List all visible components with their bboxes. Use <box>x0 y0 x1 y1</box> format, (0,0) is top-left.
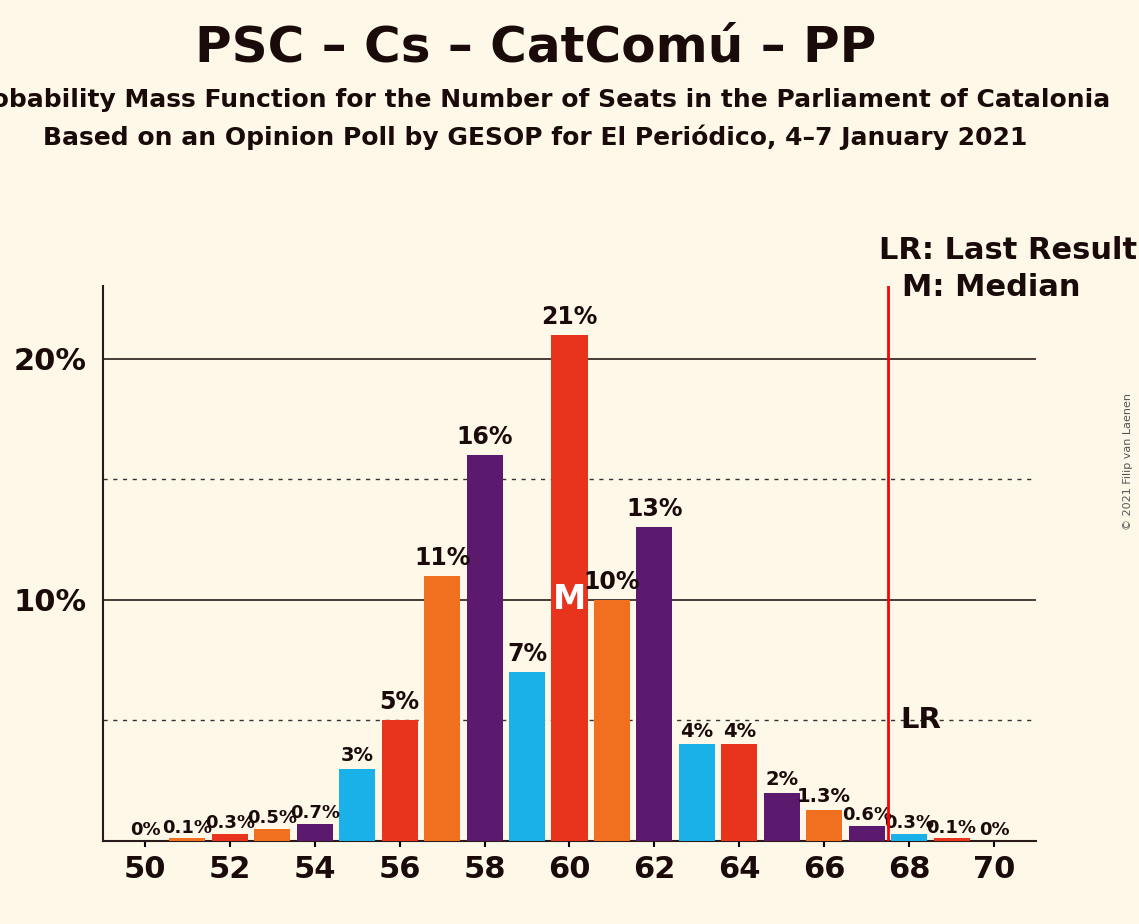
Bar <box>170 838 205 841</box>
Bar <box>934 838 969 841</box>
Bar <box>467 456 502 841</box>
Text: 0.3%: 0.3% <box>205 814 255 832</box>
Text: 1.3%: 1.3% <box>797 787 851 806</box>
Text: 0.7%: 0.7% <box>289 804 339 822</box>
Text: M: Median: M: Median <box>902 273 1080 301</box>
Text: 4%: 4% <box>723 722 756 741</box>
Bar <box>551 334 588 841</box>
Text: 2%: 2% <box>765 770 798 789</box>
Bar <box>424 576 460 841</box>
Text: 5%: 5% <box>379 690 420 714</box>
Text: 0%: 0% <box>978 821 1009 839</box>
Text: 4%: 4% <box>680 722 713 741</box>
Bar <box>721 745 757 841</box>
Text: 0.5%: 0.5% <box>247 808 297 827</box>
Text: 3%: 3% <box>341 746 374 765</box>
Bar <box>764 793 800 841</box>
Bar <box>382 721 418 841</box>
Text: 0.3%: 0.3% <box>884 814 934 832</box>
Text: 21%: 21% <box>541 305 598 329</box>
Bar <box>212 833 248 841</box>
Text: 0.6%: 0.6% <box>842 807 892 824</box>
Text: LR: LR <box>901 706 942 735</box>
Bar <box>806 809 842 841</box>
Bar <box>339 769 375 841</box>
Bar <box>891 833 927 841</box>
Bar <box>679 745 715 841</box>
Text: 13%: 13% <box>626 497 682 521</box>
Text: 11%: 11% <box>413 546 470 570</box>
Text: 7%: 7% <box>507 642 547 666</box>
Text: Based on an Opinion Poll by GESOP for El Periódico, 4–7 January 2021: Based on an Opinion Poll by GESOP for El… <box>43 125 1027 151</box>
Text: M: M <box>552 583 587 616</box>
Text: 0.1%: 0.1% <box>163 819 212 836</box>
Bar <box>849 826 885 841</box>
Text: LR: Last Result: LR: Last Result <box>879 236 1137 264</box>
Bar <box>593 600 630 841</box>
Text: Probability Mass Function for the Number of Seats in the Parliament of Catalonia: Probability Mass Function for the Number… <box>0 88 1109 112</box>
Text: 10%: 10% <box>583 570 640 594</box>
Bar <box>297 824 333 841</box>
Bar <box>254 829 290 841</box>
Text: 0.1%: 0.1% <box>927 819 976 836</box>
Text: 0%: 0% <box>130 821 161 839</box>
Text: 16%: 16% <box>457 425 513 449</box>
Bar <box>509 672 546 841</box>
Text: © 2021 Filip van Laenen: © 2021 Filip van Laenen <box>1123 394 1133 530</box>
Text: PSC – Cs – CatComú – PP: PSC – Cs – CatComú – PP <box>195 23 876 71</box>
Bar <box>637 528 672 841</box>
